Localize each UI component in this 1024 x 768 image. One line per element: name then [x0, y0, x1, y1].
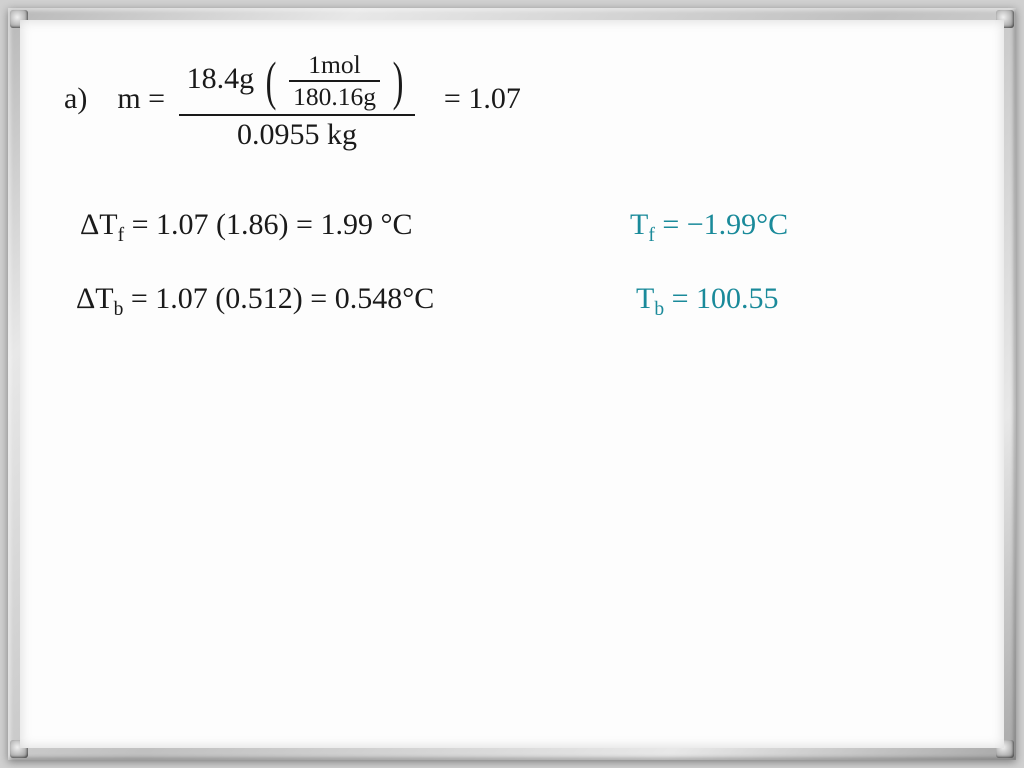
- result-a: = 1.07: [444, 82, 521, 115]
- close-paren-icon: ): [393, 50, 404, 112]
- whiteboard-frame: a) m = 18.4g ( 1mol 180.16g ) 0.0955 kg …: [8, 8, 1016, 760]
- rhs-tf: = −1.99°C: [662, 208, 788, 241]
- equation-tb: Tb = 100.55: [636, 282, 779, 321]
- expr-dtb: = 1.07 (0.512) = 0.548°C: [131, 282, 434, 315]
- lhs-tf: T: [630, 208, 648, 241]
- whiteboard-surface: a) m = 18.4g ( 1mol 180.16g ) 0.0955 kg …: [20, 20, 1004, 748]
- lhs-dtf: ΔT: [80, 208, 118, 241]
- sub-b: b: [114, 299, 124, 320]
- fraction-outer: 18.4g ( 1mol 180.16g ) 0.0955 kg: [179, 50, 416, 152]
- sub-f: f: [118, 225, 125, 246]
- equation-delta-tf: ΔTf = 1.07 (1.86) = 1.99 °C: [80, 208, 412, 247]
- rhs-tb: = 100.55: [672, 282, 779, 315]
- equation-delta-tb: ΔTb = 1.07 (0.512) = 0.548°C: [76, 282, 434, 321]
- fraction-inner: 1mol 180.16g: [289, 50, 380, 112]
- part-label: a): [64, 82, 87, 115]
- outer-denominator: 0.0955 kg: [179, 114, 416, 152]
- sub-b: b: [654, 299, 664, 320]
- inner-denominator: 180.16g: [289, 80, 380, 112]
- numerator-lead: 18.4g: [187, 62, 255, 95]
- inner-numerator: 1mol: [289, 50, 380, 80]
- equation-a: a) m = 18.4g ( 1mol 180.16g ) 0.0955 kg …: [64, 50, 521, 152]
- lhs-tb: T: [636, 282, 654, 315]
- variable-m: m =: [117, 82, 165, 115]
- sub-f: f: [648, 225, 655, 246]
- open-paren-icon: (: [265, 50, 276, 112]
- equation-tf: Tf = −1.99°C: [630, 208, 788, 247]
- expr-dtf: = 1.07 (1.86) = 1.99 °C: [132, 208, 413, 241]
- lhs-dtb: ΔT: [76, 282, 114, 315]
